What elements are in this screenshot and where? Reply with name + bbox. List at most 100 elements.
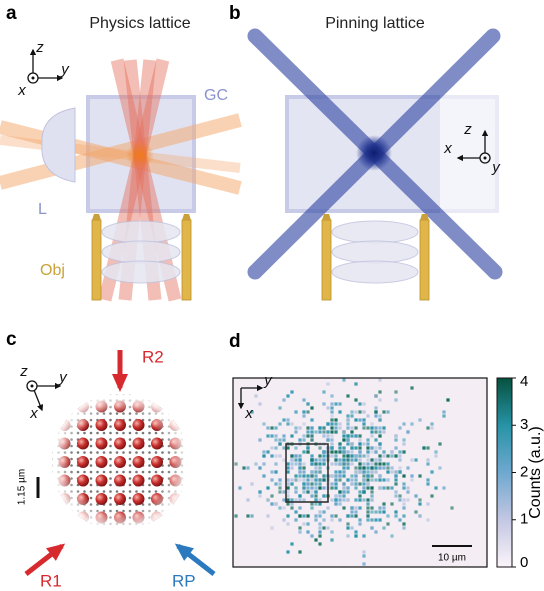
atom-signal — [330, 434, 333, 437]
atom-signal — [338, 426, 341, 429]
atom-signal — [434, 454, 437, 457]
lattice-site — [181, 523, 184, 526]
atom-signal — [298, 498, 301, 501]
scale-bar-label: 10 µm — [438, 553, 466, 564]
atom-signal — [418, 502, 421, 505]
atom-signal — [346, 422, 349, 425]
objective-housing — [420, 220, 429, 300]
atom-signal — [210, 486, 213, 489]
lattice-site — [148, 393, 151, 396]
lattice-site — [83, 523, 86, 526]
atom-signal — [426, 482, 429, 485]
atom-signal — [322, 510, 325, 513]
atom-signal — [406, 490, 409, 493]
atom-signal — [302, 434, 305, 437]
beam-label: RP — [172, 571, 196, 590]
atom-signal — [338, 478, 341, 481]
atom-signal — [298, 550, 301, 553]
atom-signal — [358, 442, 361, 445]
atom-signal — [374, 518, 377, 521]
panel-title: Physics lattice — [89, 15, 190, 32]
atom-signal — [294, 426, 297, 429]
atom-signal — [342, 494, 345, 497]
atom-signal — [378, 418, 381, 421]
atom-signal — [266, 426, 269, 429]
atom-signal — [294, 458, 297, 461]
atom-signal — [278, 454, 281, 457]
atom-signal — [318, 498, 321, 501]
atom-signal — [354, 470, 357, 473]
atom-signal — [366, 438, 369, 441]
atom-signal — [298, 474, 301, 477]
atom-signal — [326, 506, 329, 509]
focus-glow — [356, 135, 392, 171]
atom-signal — [374, 406, 377, 409]
atom-signal — [330, 482, 333, 485]
atom-signal — [306, 450, 309, 453]
atom-signal — [310, 462, 313, 465]
atom-signal — [362, 442, 365, 445]
atom-signal — [274, 462, 277, 465]
atom-signal — [298, 466, 301, 469]
atom-signal — [362, 490, 365, 493]
lattice-site — [77, 523, 80, 526]
atom-signal — [338, 410, 341, 413]
atom-signal — [354, 486, 357, 489]
atom-signal — [298, 426, 301, 429]
atom-signal — [286, 514, 289, 517]
atom-signal — [398, 498, 401, 501]
atom-signal — [274, 454, 277, 457]
atom-signal — [366, 502, 369, 505]
atom-signal — [350, 434, 353, 437]
atom-signal — [322, 390, 325, 393]
atom-signal — [378, 466, 381, 469]
atom-signal — [294, 474, 297, 477]
atom-signal — [366, 454, 369, 457]
atom-signal — [302, 422, 305, 425]
lattice-site — [57, 503, 60, 506]
atom-signal — [346, 478, 349, 481]
atom-signal — [366, 474, 369, 477]
atom-signal — [354, 398, 357, 401]
atom-signal — [286, 462, 289, 465]
atom-signal — [330, 474, 333, 477]
atom-signal — [310, 494, 313, 497]
atom-signal — [202, 474, 205, 477]
atom-signal — [290, 462, 293, 465]
atom-signal — [382, 426, 385, 429]
atom-signal — [286, 446, 289, 449]
atom-signal — [350, 426, 353, 429]
atom-signal — [274, 470, 277, 473]
atom-signal — [350, 462, 353, 465]
atom-signal — [366, 458, 369, 461]
atom-signal — [426, 462, 429, 465]
atom-signal — [342, 466, 345, 469]
atom-signal — [378, 506, 381, 509]
atom — [114, 530, 126, 542]
atom-signal — [362, 478, 365, 481]
atom-signal — [286, 478, 289, 481]
atom-signal — [318, 502, 321, 505]
atom-signal — [374, 530, 377, 533]
atom-signal — [346, 458, 349, 461]
atom-signal — [386, 454, 389, 457]
lens-label: L — [38, 201, 47, 218]
atom-signal — [330, 514, 333, 517]
atom-signal — [354, 498, 357, 501]
atom-signal — [350, 510, 353, 513]
atom-signal — [258, 490, 261, 493]
atom-signal — [402, 474, 405, 477]
atom-signal — [326, 570, 329, 573]
atom-signal — [346, 462, 349, 465]
lattice-site — [168, 393, 171, 396]
panel-label: d — [229, 331, 241, 352]
atom-signal — [306, 530, 309, 533]
atom-signal — [282, 438, 285, 441]
atom-signal — [386, 410, 389, 413]
atom-signal — [342, 486, 345, 489]
atom-signal — [394, 398, 397, 401]
atom-signal — [214, 510, 217, 513]
atom-signal — [334, 402, 337, 405]
atom-signal — [294, 490, 297, 493]
atom-signal — [338, 442, 341, 445]
